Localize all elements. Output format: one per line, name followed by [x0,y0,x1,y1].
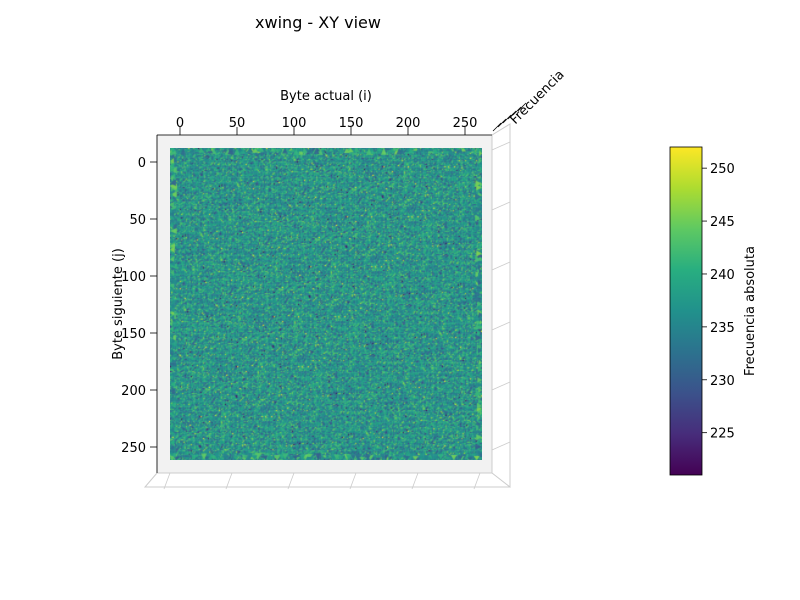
z-tick-mark [502,114,512,124]
heatmap-surface-container [170,148,482,460]
z-tick-mark [507,110,517,120]
y-tick-label: 250 [121,441,146,456]
colorbar-tick-label: 250 [710,162,735,177]
heatmap-surface [170,148,482,460]
x-tick-label: 0 [176,116,184,131]
y-tick-label: 200 [121,384,146,399]
z-axis-label: Frecuencia [507,67,567,127]
y-axis-ticks: 0 50 100 150 200 250 [121,156,157,456]
colorbar-tick-label: 240 [710,268,735,283]
chart-title: xwing - XY view [255,13,381,32]
colorbar: 225 230 235 240 245 250 Frecuencia absoluta [669,146,758,476]
x-tick-label: 200 [396,116,421,131]
z-grid-line [491,441,511,451]
y-tick-label: 150 [121,327,146,342]
pane-right-edge [491,123,511,489]
z-grid-line [411,472,419,490]
z-grid-line [491,381,511,391]
colorbar-label: Frecuencia absoluta [743,246,758,376]
z-grid-line [287,472,295,490]
z-tick-mark [517,102,527,112]
z-tick-mark [497,118,507,128]
z-grid-line [491,201,511,211]
colorbar-tick-label: 225 [710,427,735,442]
z-tick-mark [492,122,502,132]
z-tick-mark [512,106,522,116]
z-grid-line [163,472,171,490]
z-grid-line [491,141,511,151]
y-axis-label: Byte siguiente (j) [111,248,126,360]
colorbar-tick-label: 235 [710,321,735,336]
x-tick-label: 250 [453,116,478,131]
z-grid-line [491,321,511,331]
z-grid-line [473,472,481,490]
colorbar-tick-label: 230 [710,374,735,389]
z-grid-line [349,472,357,490]
z-grid-line [491,261,511,271]
x-axis-label: Byte actual (i) [280,89,372,104]
x-tick-label: 50 [229,116,246,131]
colorbar-bar [669,146,703,476]
z-grid-line [225,472,233,490]
y-tick-label: 100 [121,270,146,285]
pane-bottom-edge [143,472,510,488]
y-tick-label: 0 [138,156,146,171]
colorbar-ticks: 225 230 235 240 245 250 [702,162,735,442]
y-tick-label: 50 [129,213,146,228]
colorbar-tick-label: 245 [710,215,735,230]
x-tick-label: 150 [339,116,364,131]
x-tick-label: 100 [282,116,307,131]
x-axis-ticks: 0 50 100 150 200 250 [176,116,478,135]
z-axis-ticks [163,102,527,490]
